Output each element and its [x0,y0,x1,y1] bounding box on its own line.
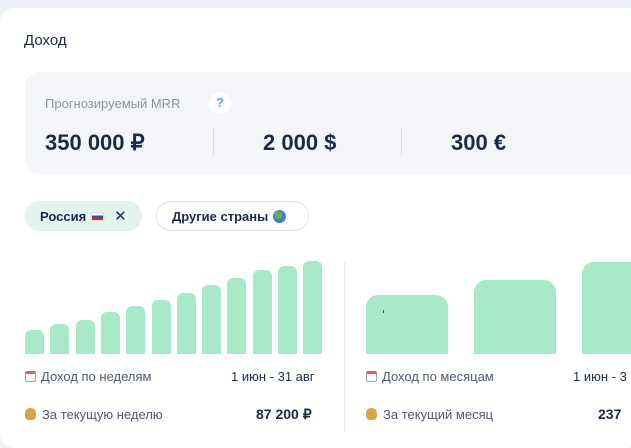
weekly-bar[interactable] [303,261,322,354]
weekly-bar[interactable] [76,320,95,354]
weekly-bar[interactable] [202,285,221,354]
weekly-bar[interactable] [227,278,246,354]
money-bag-icon [366,408,377,420]
weekly-current-row: За текущую неделю [25,407,163,422]
help-icon[interactable]: ? [209,92,231,114]
close-icon[interactable]: ✕ [114,208,127,225]
mrr-rub-value: 350 000 ₽ [45,130,145,155]
calendar-icon [366,371,377,382]
monthly-bar[interactable] [582,262,631,354]
monthly-range[interactable]: 1 июн - 3 [573,369,627,384]
monthly-current-row: За текущий месяц [366,407,493,422]
chip-label: Россия [40,208,87,224]
weekly-bar[interactable] [177,293,196,354]
mrr-separator [213,128,214,156]
chart-cursor [383,310,384,313]
weekly-label-row: Доход по неделям [25,369,151,384]
globe-icon [273,209,287,223]
weekly-range[interactable]: 1 июн - 31 авг [231,369,315,384]
monthly-label-row: Доход по месяцам [366,369,494,384]
monthly-bar[interactable] [366,295,448,354]
mrr-usd-value: 2 000 $ [263,130,337,155]
weekly-current-value: 87 200 ₽ [256,406,312,422]
chart-divider [344,262,345,432]
weekly-bar[interactable] [50,324,69,354]
weekly-label: Доход по неделям [41,369,152,384]
weekly-bar[interactable] [253,270,272,354]
mrr-separator [401,128,402,156]
weekly-bar[interactable] [152,300,171,354]
monthly-current-label: За текущий месяц [383,407,494,422]
weekly-bar[interactable] [278,266,297,354]
weekly-bar[interactable] [126,306,145,354]
weekly-current-label: За текущую неделю [42,407,163,422]
money-bag-icon [25,408,36,420]
weekly-bar[interactable] [25,330,44,354]
section-title: Доход [24,32,67,49]
mrr-panel: Прогнозируемый MRR ? 350 000 ₽ 2 000 $ 3… [25,72,631,174]
weekly-bar[interactable] [101,312,120,354]
monthly-bar[interactable] [474,280,556,354]
mrr-label: Прогнозируемый MRR [45,96,181,111]
monthly-current-value: 237 [598,406,622,422]
mrr-eur-value: 300 € [451,130,507,155]
chip-label: Другие страны [172,208,269,224]
country-chip-russia[interactable]: Россия ✕ [25,201,142,231]
monthly-label: Доход по месяцам [382,369,494,384]
calendar-icon [25,371,36,382]
country-chip-other[interactable]: Другие страны [156,201,309,231]
russia-flag-icon [91,211,105,221]
